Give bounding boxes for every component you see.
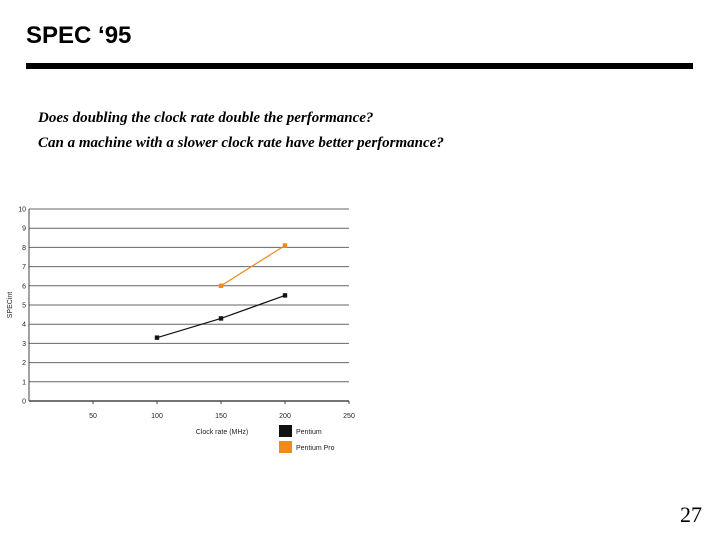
data-point-pentium	[218, 316, 224, 321]
question-2: Can a machine with a slower clock rate h…	[38, 135, 444, 151]
y-tick-label: 2	[22, 360, 26, 367]
y-tick-label: 5	[22, 303, 26, 310]
data-point-pentium	[282, 293, 288, 298]
x-tick-label: 150	[215, 413, 227, 420]
x-tick-label: 50	[89, 413, 97, 420]
specint-line-chart: 0 1 2 3 4 5 6 7 8 9 10 50 100 150 200 250 Clock rate (MH…	[7, 207, 355, 453]
gridlines	[29, 208, 349, 402]
legend: Pentium Pentium Pro	[279, 425, 335, 453]
x-axis-label: Clock rate (MHz)	[196, 429, 249, 436]
y-tick-label: 4	[22, 322, 26, 329]
legend-label-pentium: Pentium	[296, 429, 322, 436]
legend-swatch-pentium-pro	[279, 441, 292, 453]
x-tick-label: 250	[343, 413, 355, 420]
y-tick-label: 9	[22, 226, 26, 233]
legend-label-pentium-pro: Pentium Pro	[296, 445, 335, 452]
slide-title: SPEC ‘95	[26, 22, 132, 49]
y-tick-label: 8	[22, 245, 26, 252]
question-1: Does doubling the clock rate double the …	[38, 110, 374, 126]
x-tick-label: 200	[279, 413, 291, 420]
legend-swatch-pentium	[279, 425, 292, 437]
x-tick-label: 100	[151, 413, 163, 420]
series-line-pentium-pro	[220, 244, 286, 287]
axes: 0 1 2 3 4 5 6 7 8 9 10 50 100 150 200 250 Clock rate (MH…	[7, 207, 355, 437]
y-tick-label: 10	[18, 207, 26, 214]
y-tick-label: 1	[22, 379, 26, 386]
y-tick-label: 7	[22, 264, 26, 271]
data-point-pentium	[154, 335, 160, 340]
y-tick-label: 3	[22, 341, 26, 348]
y-tick-label: 6	[22, 283, 26, 290]
y-tick-label: 0	[22, 399, 26, 406]
data-point-pentium-pro	[218, 283, 224, 288]
series-group	[154, 243, 288, 340]
page-number: 27	[680, 502, 702, 527]
data-point-pentium-pro	[282, 243, 288, 248]
title-divider	[26, 63, 693, 69]
y-axis-label: SPECint	[7, 292, 14, 319]
